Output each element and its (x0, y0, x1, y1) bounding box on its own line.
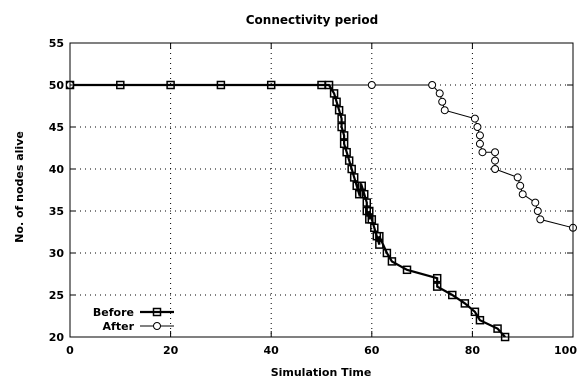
data-point-square (337, 114, 346, 123)
data-point-square (460, 299, 470, 308)
data-point-square (337, 122, 346, 132)
data-point-circle (475, 131, 484, 140)
data-point-circle (491, 156, 500, 165)
x-axis-label: Simulation Time (271, 366, 372, 379)
data-point-circle (367, 81, 376, 89)
data-point-square (334, 105, 344, 115)
data-point-square (375, 231, 384, 241)
data-point-circle (533, 207, 542, 215)
data-point-circle (473, 123, 482, 131)
y-tick-label: 45 (49, 121, 64, 134)
plot-frame (69, 42, 574, 338)
data-point-square (448, 290, 457, 300)
x-tick-label: 100 (554, 344, 577, 357)
data-point-circle (491, 148, 500, 157)
data-point-square (349, 173, 359, 182)
data-point-circle (478, 148, 487, 157)
data-point-circle (435, 89, 444, 98)
data-point-square (375, 240, 384, 249)
data-point-circle (531, 198, 540, 207)
data-point-square (470, 307, 480, 317)
data-point-circle (475, 139, 484, 148)
legend-label-before: Before (93, 306, 134, 319)
x-tick-label: 40 (264, 344, 280, 357)
series-after (66, 81, 577, 232)
data-point-square (329, 89, 339, 98)
legend-marker-circle (153, 322, 161, 330)
y-tick-label: 30 (49, 247, 65, 260)
grid (70, 43, 573, 337)
data-point-square (332, 97, 341, 107)
data-point-square (367, 215, 377, 224)
data-point-square (357, 181, 366, 191)
data-point-square (352, 181, 361, 191)
data-point-square (362, 198, 372, 207)
y-tick-label: 50 (49, 79, 65, 92)
data-point-square (432, 282, 442, 291)
data-point-square (382, 248, 392, 258)
data-point-circle (440, 106, 449, 115)
data-point-square (493, 324, 502, 333)
data-point-square (354, 189, 364, 199)
data-point-square (365, 206, 374, 216)
data-point-square (432, 273, 442, 283)
data-point-circle (513, 173, 522, 182)
data-point-square (339, 131, 349, 140)
x-tick-label: 0 (66, 344, 74, 357)
data-point-square (360, 189, 369, 199)
y-tick-label: 25 (49, 289, 64, 302)
chart-title: Connectivity period (246, 13, 379, 27)
x-tick-label: 80 (465, 344, 481, 357)
data-point-circle (438, 97, 447, 106)
data-point-square (347, 164, 356, 174)
data-point-square (370, 223, 379, 233)
legend-marker-square (152, 307, 162, 317)
series-before (65, 80, 510, 342)
data-point-circle (518, 190, 527, 199)
data-point-circle (491, 165, 500, 173)
y-axis-label: No. of nodes alive (13, 131, 26, 243)
data-point-circle (428, 81, 437, 89)
x-tick-label: 60 (364, 344, 380, 357)
legend-label-after: After (103, 320, 135, 333)
data-point-square (344, 156, 354, 165)
y-tick-label: 20 (49, 331, 65, 344)
data-point-square (387, 257, 397, 266)
data-point-circle (516, 181, 525, 190)
data-point-square (475, 315, 485, 325)
data-point-square (342, 147, 351, 157)
y-tick-label: 35 (49, 205, 64, 218)
data-point-circle (470, 114, 479, 123)
series-line-after (70, 84, 574, 229)
y-tick-label: 40 (49, 163, 65, 176)
data-point-circle (536, 215, 545, 224)
y-tick-label: 55 (49, 37, 64, 50)
x-tick-label: 20 (163, 344, 179, 357)
data-point-square (402, 265, 412, 275)
data-point-square (339, 139, 349, 149)
